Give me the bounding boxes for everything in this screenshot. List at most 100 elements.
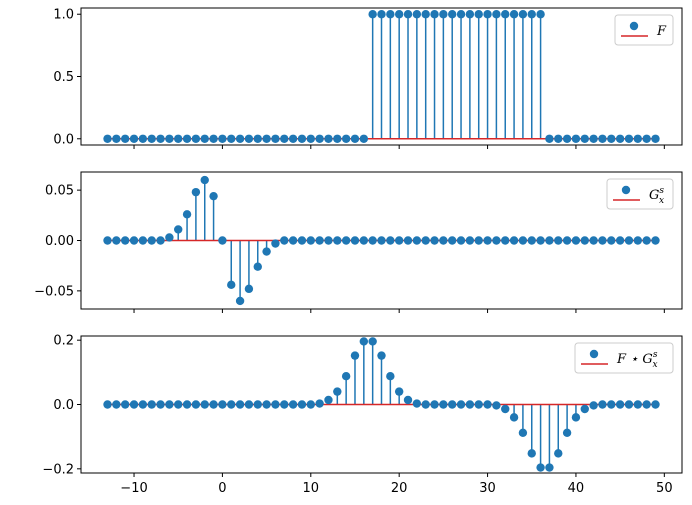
- legend-label: F: [656, 24, 667, 39]
- stem-marker: [165, 400, 174, 409]
- stem-marker: [421, 236, 430, 245]
- stem-marker: [306, 400, 315, 409]
- stem-marker: [615, 236, 625, 245]
- stem-marker: [218, 400, 227, 409]
- stem-marker: [288, 134, 298, 143]
- legend-marker-swatch: [589, 349, 599, 359]
- stem-marker: [394, 10, 404, 19]
- stem-marker: [448, 236, 457, 245]
- stem-marker: [244, 284, 254, 294]
- stem-marker: [509, 10, 519, 19]
- stem-marker: [368, 337, 377, 346]
- y-tick-label: −0.05: [34, 284, 74, 299]
- stem-marker: [324, 236, 333, 245]
- stem-marker: [191, 134, 201, 143]
- stem-marker: [536, 10, 545, 19]
- stem-marker: [306, 134, 315, 143]
- stem-marker: [607, 134, 616, 143]
- stem-marker: [492, 401, 501, 410]
- legend-box: [574, 342, 674, 374]
- stem-marker: [465, 400, 475, 409]
- stem-marker: [297, 134, 307, 143]
- stem-marker: [421, 400, 430, 409]
- stem-marker: [288, 400, 298, 409]
- stem-marker: [271, 400, 280, 409]
- stem-marker: [554, 449, 563, 458]
- stem-marker: [235, 296, 245, 306]
- stem-marker: [492, 10, 501, 19]
- stem-marker: [359, 236, 369, 245]
- stem-marker: [421, 10, 430, 19]
- stem-marker: [341, 134, 351, 143]
- stem-marker: [182, 210, 192, 219]
- stem-marker: [227, 280, 236, 290]
- stem-marker: [200, 134, 209, 143]
- stem-marker: [651, 400, 660, 409]
- stem-marker: [386, 236, 395, 245]
- stem-marker: [430, 10, 439, 19]
- stem-marker: [244, 400, 254, 409]
- stem-marker: [624, 236, 634, 245]
- stem-marker: [403, 10, 413, 19]
- stem-marker: [403, 236, 413, 245]
- stem-marker: [103, 236, 112, 245]
- stem-marker: [350, 134, 360, 143]
- stem-marker: [580, 404, 589, 414]
- stem-marker: [174, 134, 183, 143]
- legend: Gs x: [606, 178, 674, 210]
- stem-marker: [165, 233, 174, 242]
- stem-marker: [147, 134, 156, 143]
- stem-marker: [615, 400, 625, 409]
- stem-marker: [112, 134, 121, 143]
- stem-marker: [324, 395, 333, 405]
- stem-marker: [129, 400, 139, 409]
- stem-marker: [439, 10, 448, 19]
- stem-marker: [589, 236, 598, 245]
- legend-marker-swatch: [629, 21, 639, 31]
- stem-marker: [465, 236, 475, 245]
- stem-marker: [571, 134, 581, 143]
- panel-gxs: −0.05 0.00 0.05 Gs x: [34, 171, 683, 313]
- stem-marker: [633, 134, 643, 143]
- stem-marker: [156, 236, 165, 245]
- y-tick-label: −0.2: [42, 462, 74, 477]
- y-tick-label: 0.0: [53, 398, 74, 413]
- x-tick-label: 20: [391, 481, 408, 496]
- stem-marker: [589, 401, 598, 410]
- stem-marker: [562, 134, 572, 143]
- y-tick-label: 0.05: [45, 184, 74, 199]
- stem-marker: [120, 134, 130, 143]
- stem-marker: [262, 247, 271, 256]
- stem-marker: [271, 134, 280, 143]
- stem-marker: [280, 134, 289, 143]
- stem-marker: [642, 134, 651, 143]
- stem-marker: [448, 400, 457, 409]
- stem-marker: [315, 399, 324, 408]
- stem-marker: [386, 10, 395, 19]
- stem-marker: [571, 236, 581, 245]
- stem-marker: [235, 134, 245, 143]
- stem-marker: [359, 134, 369, 143]
- stem-marker: [651, 134, 660, 143]
- stem-marker: [280, 400, 289, 409]
- stem-marker: [368, 236, 377, 245]
- stem-marker: [518, 236, 528, 245]
- stem-marker: [394, 387, 404, 396]
- panel-conv: −0.2 0.0 0.2 −10 0 10 20 30 40 50 F ⋆ Gs x: [42, 334, 683, 496]
- stem-marker: [182, 134, 192, 143]
- stem-marker: [527, 236, 536, 245]
- stem-marker: [227, 400, 236, 409]
- stem-marker: [465, 10, 475, 19]
- stem-marker: [430, 400, 439, 409]
- stem-marker: [598, 400, 607, 409]
- stem-marker: [545, 463, 554, 472]
- stem-marker: [244, 134, 254, 143]
- stem-marker: [235, 400, 245, 409]
- stem-marker: [209, 191, 218, 201]
- stem-marker: [509, 236, 519, 245]
- stem-marker: [501, 236, 510, 245]
- y-tick-label: 0.2: [53, 334, 74, 349]
- legend-marker-swatch: [621, 185, 631, 195]
- stem-marker: [227, 134, 236, 143]
- legend-box: [614, 14, 674, 46]
